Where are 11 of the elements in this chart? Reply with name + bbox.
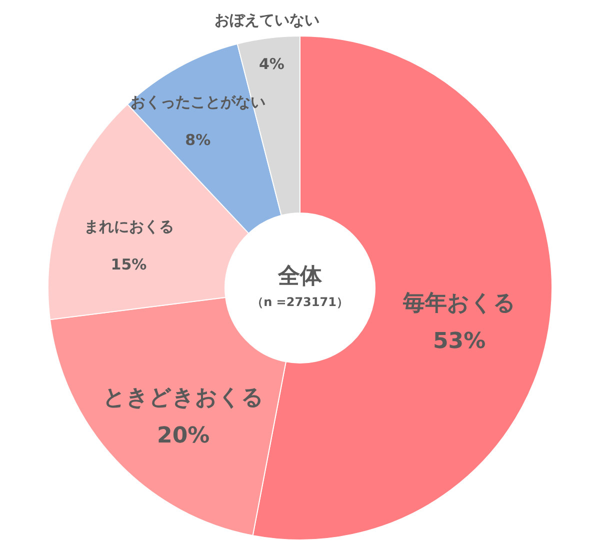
data-label: 8% (185, 131, 211, 150)
text: （n =273171） (252, 295, 348, 309)
data-label: 20% (157, 424, 210, 449)
data-label: 4% (258, 54, 284, 73)
slice-label: まれにおくる (84, 217, 174, 236)
data-label: 53% (432, 329, 486, 354)
slice-label: ときどきおくる (102, 386, 264, 411)
slice-label: 毎年おくる (402, 291, 516, 316)
slice-label: おぼえていない (214, 11, 320, 30)
data-label: 15% (110, 255, 147, 274)
text: 全体 (277, 264, 323, 289)
